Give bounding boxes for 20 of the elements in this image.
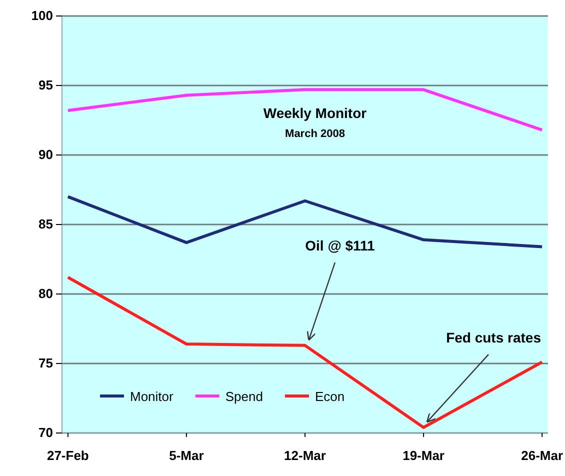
text: Weekly Monitor — [263, 105, 368, 121]
x-tick-label: 26-Mar — [521, 448, 564, 464]
legend-label: Econ — [314, 389, 345, 404]
x-tick-label: 27-Feb — [46, 448, 89, 464]
x-tick-label: 12-Mar — [284, 448, 326, 464]
x-tick-label: 5-Mar — [169, 448, 204, 464]
x-tick-label: 19-Mar — [402, 448, 444, 464]
line-series — [66, 276, 544, 429]
y-tick-label: 80 — [38, 286, 53, 302]
y-tick-label: 100 — [31, 8, 53, 24]
y-tick-label: 85 — [38, 216, 53, 232]
annotation: Oil @ $111 — [305, 237, 376, 254]
y-tick-label: 75 — [38, 356, 53, 371]
y-tick-label: 70 — [38, 425, 53, 440]
legend-label: Spend — [225, 389, 263, 404]
text: March 2008 — [285, 128, 345, 140]
legend-label: Monitor — [130, 389, 174, 404]
y-tick-label: 90 — [38, 147, 53, 162]
annotation: Fed cuts rates — [446, 329, 542, 346]
y-tick-label: 95 — [38, 78, 53, 93]
